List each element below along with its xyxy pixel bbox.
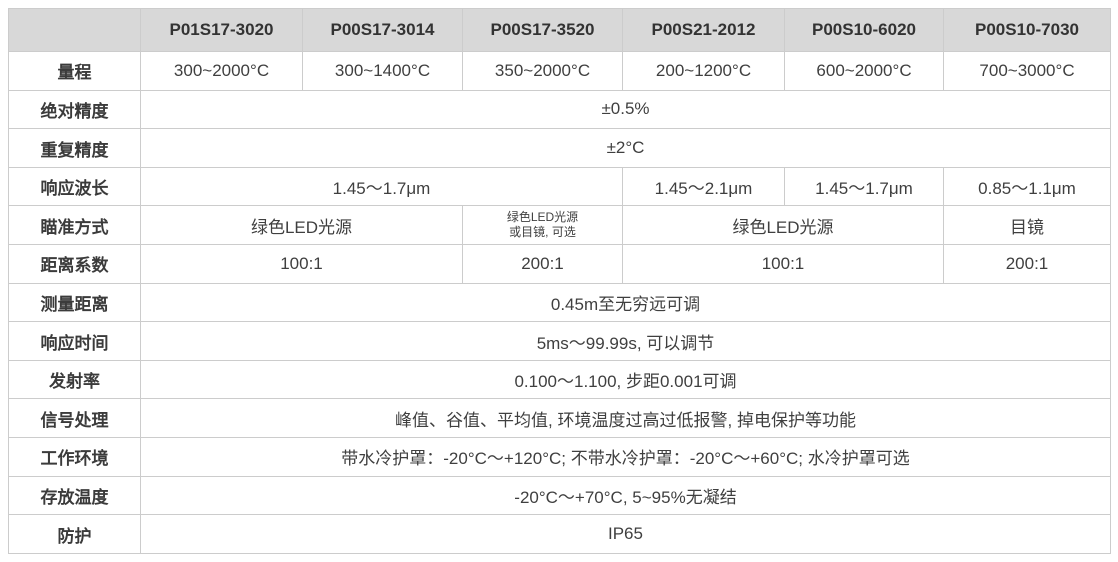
table-row: 测量距离 0.45m至无穷远可调 [8, 282, 1111, 323]
spec-value-line: 或目镜, 可选 [509, 225, 576, 240]
table-row: 发射率 0.100～1.100, 步距0.001可调 [8, 359, 1111, 400]
table-row: 防护 IP65 [8, 514, 1111, 554]
spec-value-cell: 100:1 [622, 244, 944, 284]
spec-value-cell: 600~2000°C [784, 51, 944, 91]
spec-value-cell: 绿色LED光源 [140, 205, 463, 246]
spec-value-cell: -20°C～+70°C, 5~95%无凝结 [140, 475, 1111, 516]
spec-value-cell: 350~2000°C [462, 51, 623, 91]
column-header: P01S17-3020 [140, 8, 303, 52]
row-label: 工作环境 [8, 437, 141, 477]
spec-value-cell: 200:1 [462, 244, 623, 284]
spec-value-cell: 1.45～1.7μm [784, 166, 944, 207]
spec-table-body: 量程 300~2000°C 300~1400°C 350~2000°C 200~1200… [8, 51, 1111, 554]
spec-value-cell: 1.45～2.1μm [622, 166, 785, 207]
table-row: 绝对精度 ±0.5% [8, 89, 1111, 130]
table-row: 响应时间 5ms～99.99s, 可以调节 [8, 321, 1111, 361]
corner-cell [8, 8, 141, 52]
column-header: P00S10-6020 [784, 8, 944, 52]
table-row: 信号处理 峰值、谷值、平均值, 环境温度过高过低报警, 掉电保护等功能 [8, 398, 1111, 439]
spec-value-cell: 0.85～1.1μm [943, 166, 1111, 207]
row-label: 防护 [8, 514, 141, 554]
spec-value-cell: 1.45～1.7μm [140, 166, 623, 207]
column-header: P00S17-3520 [462, 8, 623, 52]
spec-value-cell: 700~3000°C [943, 51, 1111, 91]
spec-value-cell: 绿色LED光源 [622, 205, 944, 246]
column-header: P00S17-3014 [302, 8, 463, 52]
column-header: P00S10-7030 [943, 8, 1111, 52]
spec-value-cell: 5ms～99.99s, 可以调节 [140, 321, 1111, 361]
row-label: 量程 [8, 51, 141, 91]
spec-value-cell: 200~1200°C [622, 51, 785, 91]
spec-value-cell: 200:1 [943, 244, 1111, 284]
spec-value-cell: 目镜 [943, 205, 1111, 246]
row-label: 距离系数 [8, 244, 141, 284]
column-header: P00S21-2012 [622, 8, 785, 52]
spec-table-header: P01S17-3020 P00S17-3014 P00S17-3520 P00S21-… [8, 8, 1111, 52]
header-row: P01S17-3020 P00S17-3014 P00S17-3520 P00S21-… [8, 8, 1111, 52]
spec-value-cell: ±0.5% [140, 89, 1111, 130]
spec-value-cell: 0.100～1.100, 步距0.001可调 [140, 359, 1111, 400]
row-label: 存放温度 [8, 475, 141, 516]
table-row: 工作环境 带水冷护罩：-20°C～+120°C; 不带水冷护罩：-20°C～+60… [8, 437, 1111, 477]
table-row: 瞄准方式 绿色LED光源 绿色LED光源 或目镜, 可选 绿色LED光源 目镜 [8, 205, 1111, 246]
spec-value-line: 绿色LED光源 [506, 210, 579, 225]
spec-value-cell: 300~2000°C [140, 51, 303, 91]
row-label: 测量距离 [8, 282, 141, 323]
table-row: 响应波长 1.45～1.7μm 1.45～2.1μm 1.45～1.7μm 0.85～1… [8, 166, 1111, 207]
row-label: 重复精度 [8, 128, 141, 168]
spec-value-cell: 绿色LED光源 或目镜, 可选 [462, 205, 623, 246]
row-label: 响应时间 [8, 321, 141, 361]
spec-value-cell: 峰值、谷值、平均值, 环境温度过高过低报警, 掉电保护等功能 [140, 398, 1111, 439]
row-label: 瞄准方式 [8, 205, 141, 246]
table-row: 量程 300~2000°C 300~1400°C 350~2000°C 200~1200… [8, 51, 1111, 91]
row-label: 绝对精度 [8, 89, 141, 130]
table-row: 存放温度 -20°C～+70°C, 5~95%无凝结 [8, 475, 1111, 516]
row-label: 发射率 [8, 359, 141, 400]
spec-table: P01S17-3020 P00S17-3014 P00S17-3520 P00S21-… [8, 8, 1111, 554]
spec-value-cell: 300~1400°C [302, 51, 463, 91]
table-row: 重复精度 ±2°C [8, 128, 1111, 168]
spec-value-cell: 0.45m至无穷远可调 [140, 282, 1111, 323]
spec-value-cell: 带水冷护罩：-20°C～+120°C; 不带水冷护罩：-20°C～+60°C; … [140, 437, 1111, 477]
spec-value-cell: ±2°C [140, 128, 1111, 168]
row-label: 信号处理 [8, 398, 141, 439]
row-label: 响应波长 [8, 166, 141, 207]
spec-value-cell: IP65 [140, 514, 1111, 554]
spec-value-cell: 100:1 [140, 244, 463, 284]
table-row: 距离系数 100:1 200:1 100:1 200:1 [8, 244, 1111, 284]
